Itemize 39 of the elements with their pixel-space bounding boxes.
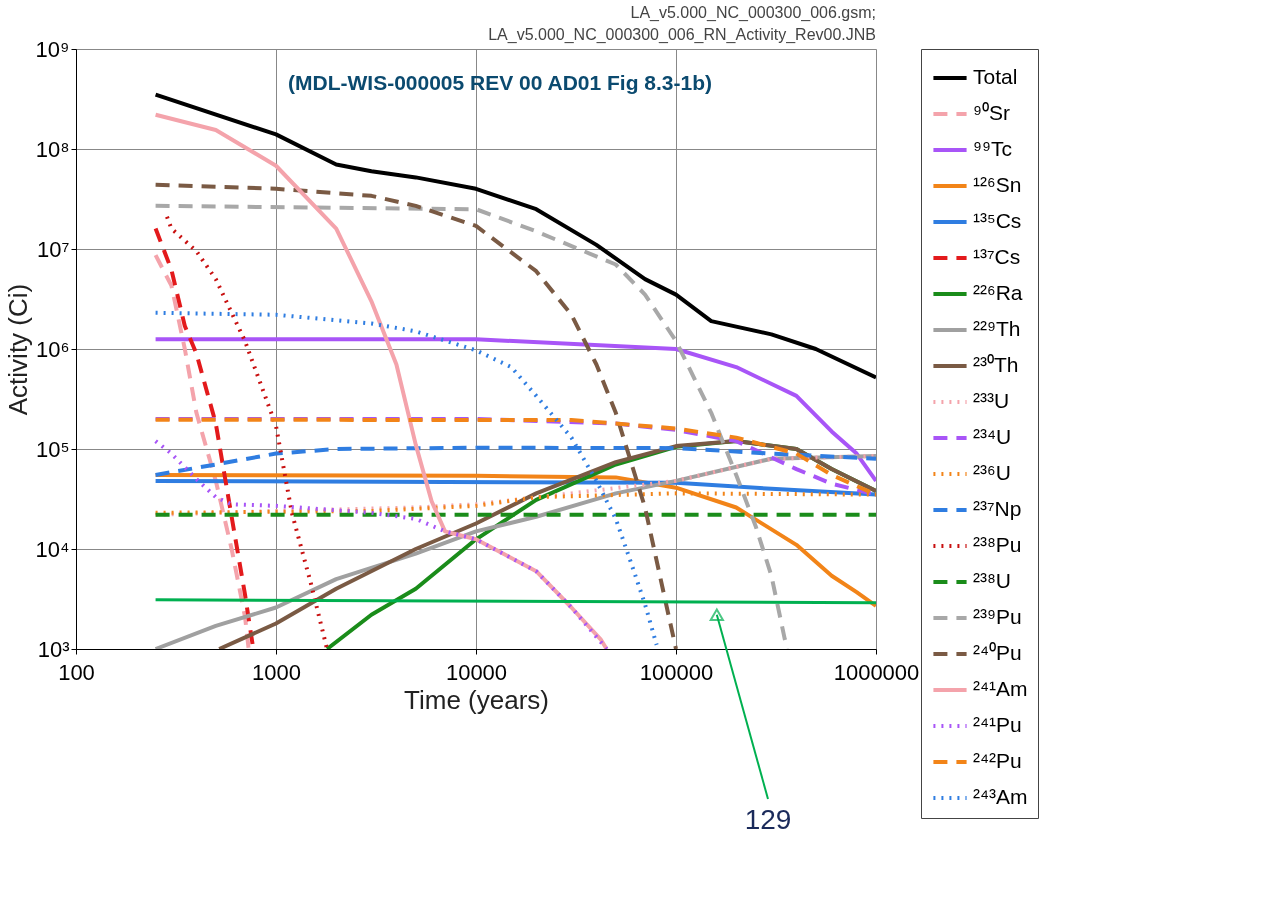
legend-label: ²⁴¹Pu — [973, 713, 1022, 736]
legend-label: ²⁴¹Am — [973, 677, 1028, 700]
x-tick-label: 1000 — [252, 659, 301, 685]
legend-label: ⁹⁰Sr — [973, 101, 1010, 124]
text: (MDL-WIS-000005 REV 00 AD01 Fig 8.3-1b) — [288, 71, 712, 94]
y-tick-label: 10⁶ — [35, 336, 70, 362]
y-tick-label: 10³ — [37, 636, 70, 662]
legend-label: ²²⁹Th — [973, 317, 1021, 340]
legend-label: ¹³⁵Cs — [973, 209, 1022, 232]
y-axis-title: Activity (Ci) — [2, 283, 33, 416]
legend-label: ²³³U — [973, 389, 1010, 412]
legend-label: ²³⁷Np — [973, 497, 1022, 520]
text: LA_v5.000_NC_000300_006.gsm; — [630, 4, 876, 22]
annotation: 129 — [744, 804, 792, 835]
text: LA_v5.000_NC_000300_006_RN_Activity_Rev00.JNB — [488, 26, 876, 44]
x-axis-title: Time (years) — [404, 684, 549, 715]
legend-label: ²³⁴U — [973, 425, 1012, 448]
legend-label: ¹³⁷Cs — [973, 245, 1021, 268]
legend-label: ⁹⁹Tc — [973, 137, 1012, 160]
y-tick-label: 10⁸ — [35, 136, 70, 162]
x-tick-label: 100 — [58, 659, 95, 685]
legend-label: ²³⁸U — [973, 569, 1012, 592]
y-tick-label: 10⁹ — [35, 36, 70, 62]
legend-label: ²⁴²Pu — [973, 749, 1022, 772]
legend-label: ²⁴³Am — [973, 785, 1028, 808]
y-tick-label: 10⁴ — [35, 536, 70, 562]
legend-label: ²³⁰Th — [973, 353, 1019, 376]
legend-label: ¹²⁶Sn — [973, 173, 1022, 196]
legend-label: ²²⁶Ra — [973, 281, 1023, 304]
y-tick-label: 10⁵ — [35, 436, 70, 462]
x-tick-label: 100000 — [639, 659, 714, 685]
legend-label: ²³⁹Pu — [973, 605, 1022, 628]
legend-label: ²⁴⁰Pu — [973, 641, 1022, 664]
y-tick-label: 10⁷ — [37, 236, 70, 262]
legend-label: ²³⁸Pu — [973, 533, 1022, 556]
x-tick-label: 10000 — [445, 659, 508, 685]
legend-label: ²³⁶U — [973, 461, 1011, 484]
x-tick-label: 1000000 — [833, 659, 920, 685]
legend-label: Total — [973, 65, 1018, 88]
